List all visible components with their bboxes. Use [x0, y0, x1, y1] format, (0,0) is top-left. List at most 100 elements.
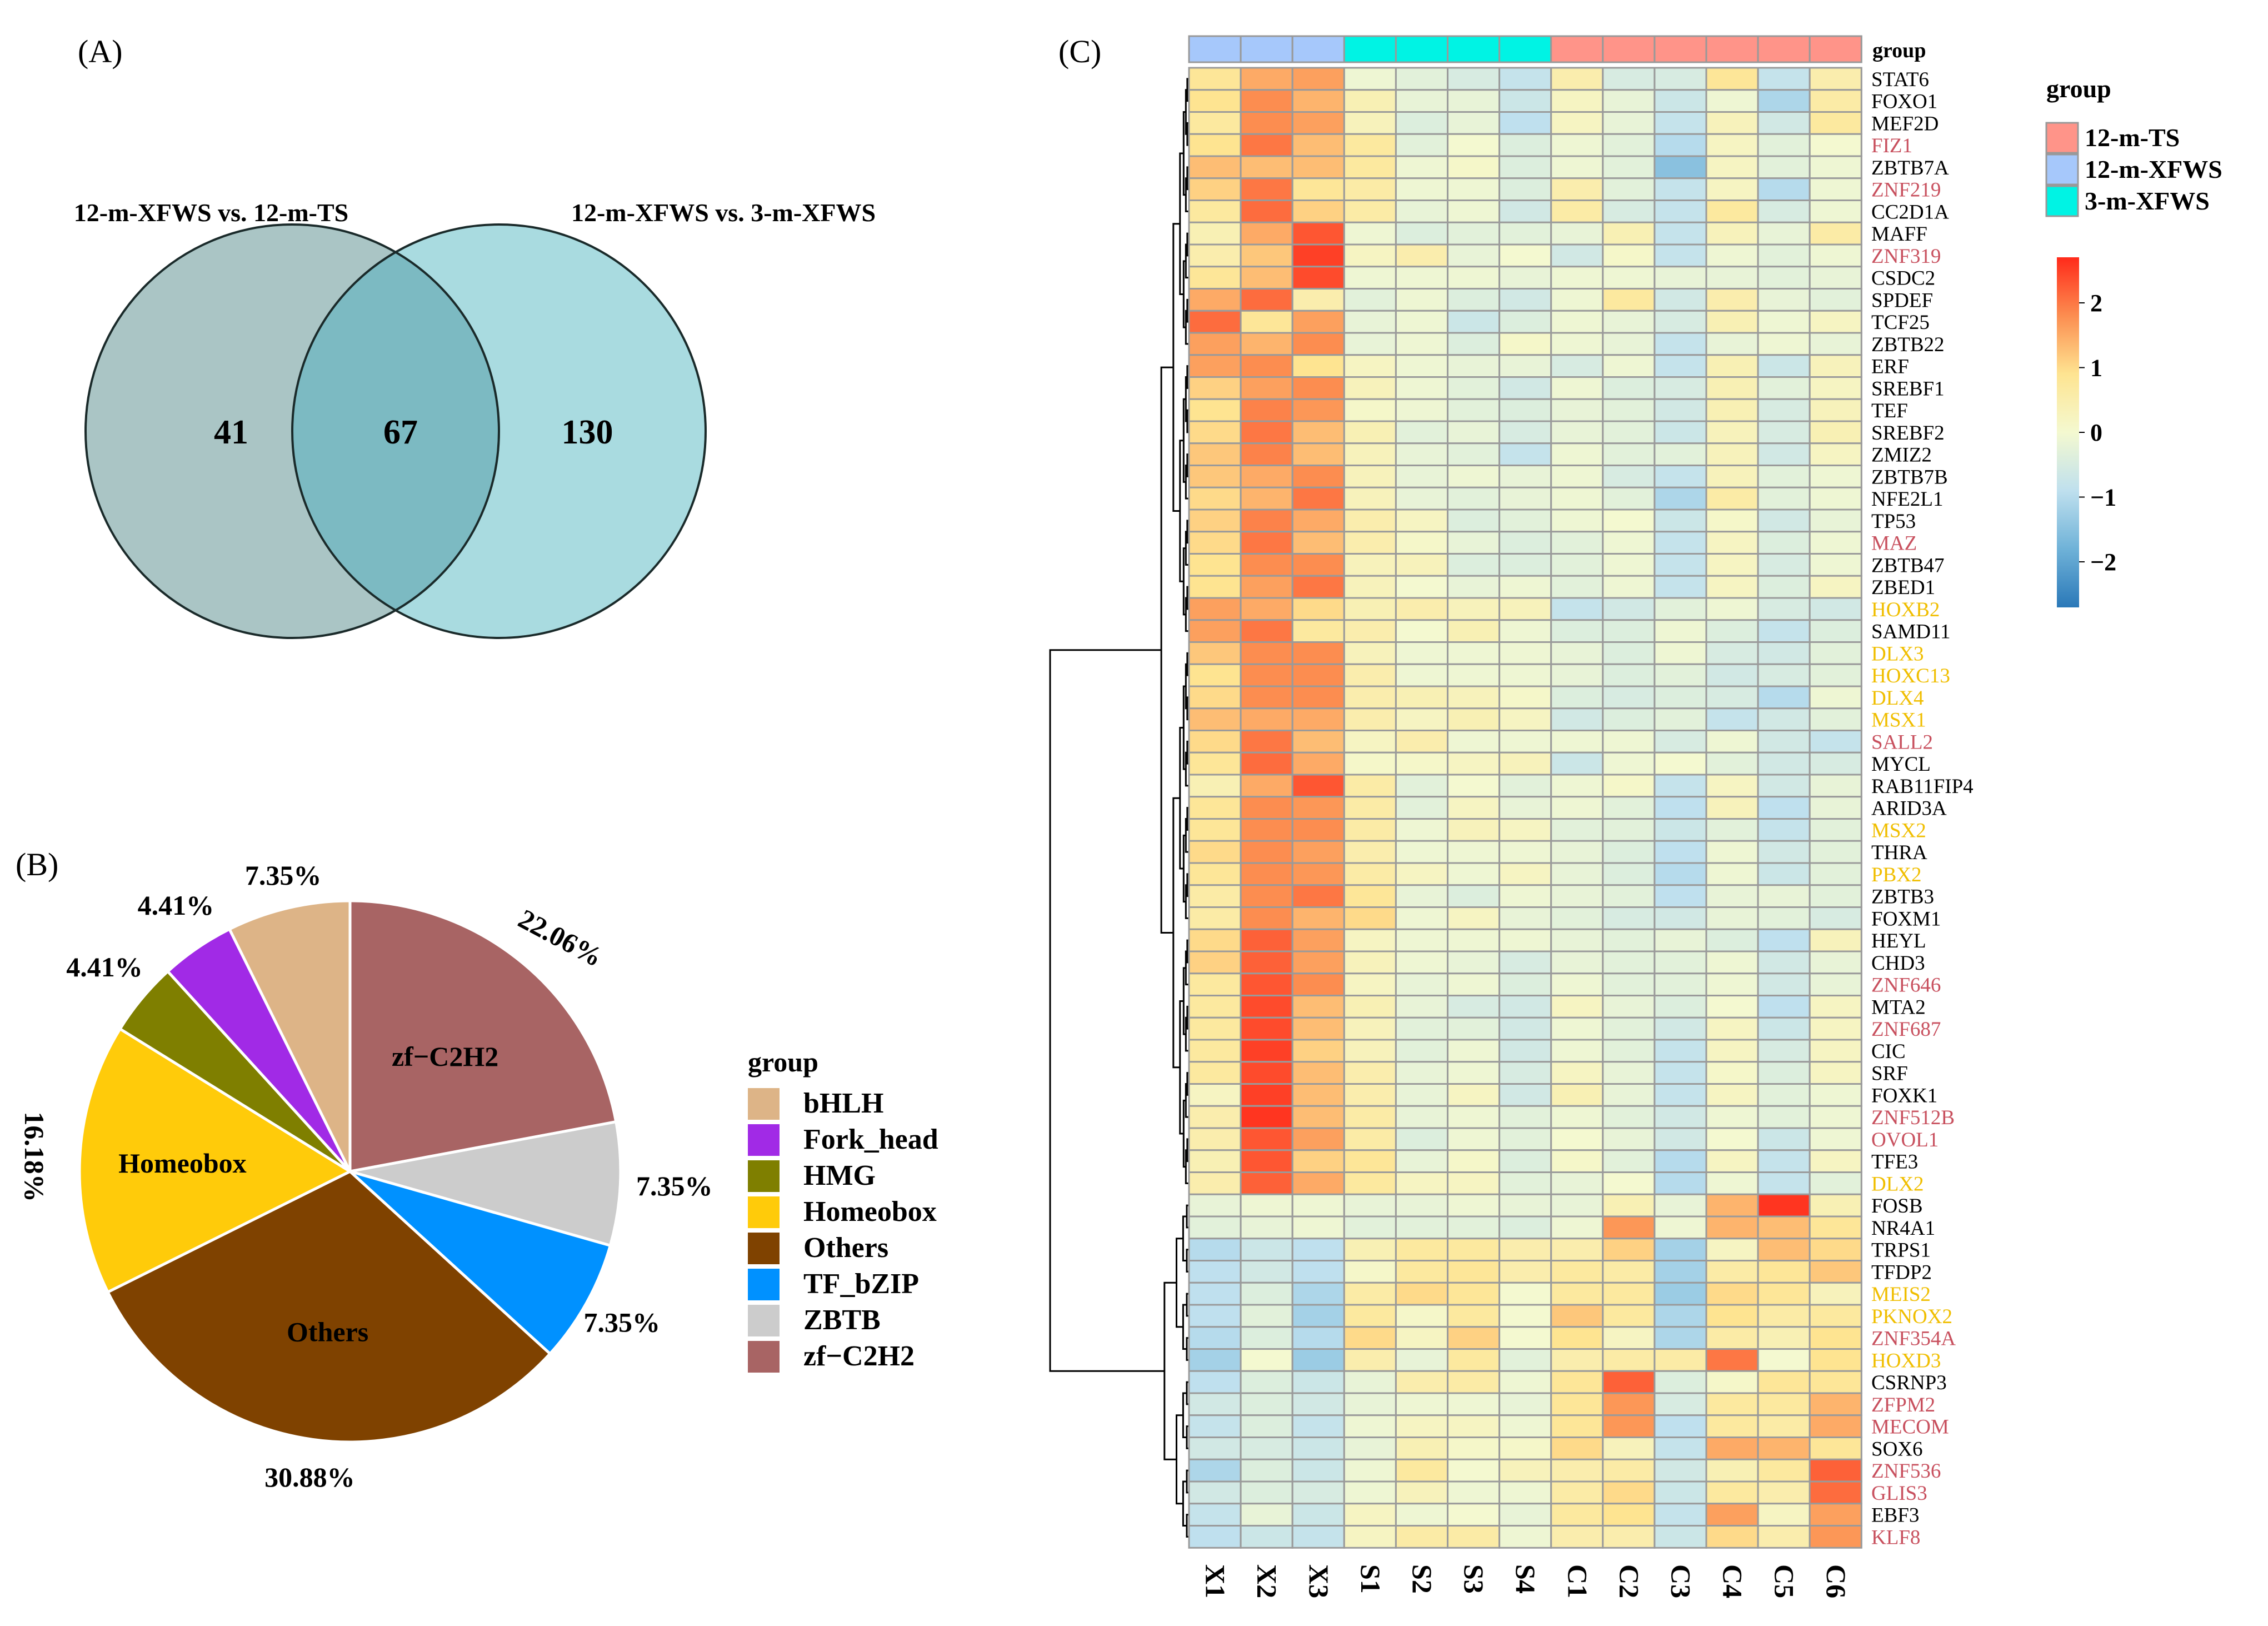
row-label: GLIS3: [1871, 1482, 1927, 1505]
heatmap-cell: [1653, 1238, 1707, 1261]
row-label: TEF: [1871, 400, 1908, 422]
heatmap-cell: [1705, 884, 1759, 908]
heatmap-cell: [1705, 67, 1759, 91]
pie-percent-label: 30.88%: [264, 1462, 355, 1493]
heatmap-cell: [1809, 398, 1862, 422]
heatmap-cell: [1653, 1392, 1707, 1416]
heatmap-cell: [1757, 1039, 1811, 1063]
heatmap-cell: [1343, 995, 1397, 1019]
heatmap-cell: [1653, 928, 1707, 952]
heatmap-cell: [1395, 1414, 1448, 1438]
heatmap-cell: [1809, 310, 1862, 334]
dendrogram-branch: [1185, 751, 1189, 787]
heatmap-cell: [1653, 972, 1707, 996]
legend-label: zf−C2H2: [803, 1340, 915, 1372]
group-legend-title: group: [2046, 74, 2111, 103]
heatmap-cell: [1395, 906, 1448, 930]
heatmap-cell: [1602, 1149, 1656, 1173]
heatmap-cell: [1291, 1260, 1345, 1284]
heatmap-cell: [1809, 1437, 1862, 1460]
heatmap-cell: [1447, 1370, 1501, 1394]
heatmap-cell: [1809, 354, 1862, 378]
heatmap-cell: [1550, 486, 1604, 511]
heatmap-cell: [1343, 818, 1397, 842]
heatmap-cell: [1188, 288, 1242, 312]
heatmap-cell: [1602, 818, 1656, 842]
legend-label: HMG: [803, 1160, 876, 1191]
heatmap-cell: [1705, 862, 1759, 886]
group-legend-swatch: [2045, 185, 2079, 217]
heatmap-cell: [1809, 751, 1862, 776]
heatmap-cell: [1550, 818, 1604, 842]
row-label: MYCL: [1871, 753, 1931, 776]
heatmap-cell: [1809, 553, 1862, 577]
heatmap-cell: [1291, 1105, 1345, 1129]
heatmap-cell: [1291, 972, 1345, 996]
dendrogram-branch: [1172, 797, 1180, 1069]
heatmap-cell: [1705, 751, 1759, 776]
heatmap-cell: [1757, 774, 1811, 798]
heatmap-cell: [1653, 1061, 1707, 1085]
heatmap-cell: [1550, 89, 1604, 113]
dendrogram-branch: [1182, 398, 1186, 483]
heatmap-cell: [1550, 1171, 1604, 1195]
legend-label: TF_bZIP: [803, 1268, 919, 1300]
dendrogram-branch: [1182, 1392, 1187, 1438]
heatmap-cell: [1395, 774, 1448, 798]
heatmap-cell: [1705, 1414, 1759, 1438]
heatmap-cell: [1809, 1149, 1862, 1173]
venn-right-count: 130: [562, 413, 613, 451]
heatmap-cell: [1653, 199, 1707, 223]
heatmap-cell: [1498, 884, 1552, 908]
heatmap-cell: [1602, 1370, 1656, 1394]
heatmap-cell: [1291, 575, 1345, 599]
heatmap-cell: [1188, 950, 1242, 975]
heatmap-cell: [1395, 1503, 1448, 1527]
heatmap-cell: [1550, 1437, 1604, 1460]
heatmap-cell: [1757, 751, 1811, 776]
heatmap-cell: [1602, 465, 1656, 488]
heatmap-cell: [1447, 1238, 1501, 1261]
heatmap-cell: [1550, 597, 1604, 621]
heatmap-cell: [1188, 553, 1242, 577]
heatmap-cell: [1240, 243, 1293, 268]
venn-intersection: [292, 225, 499, 638]
heatmap-cell: [1343, 1437, 1397, 1460]
row-label: FOXO1: [1871, 91, 1937, 113]
heatmap-cell: [1343, 155, 1397, 179]
heatmap-cell: [1653, 177, 1707, 201]
heatmap-cell: [1291, 243, 1345, 268]
heatmap-cell: [1447, 1260, 1501, 1284]
heatmap-cell: [1498, 575, 1552, 599]
heatmap-cell: [1498, 774, 1552, 798]
heatmap-cell: [1653, 619, 1707, 643]
heatmap-cell: [1602, 67, 1656, 91]
row-label: PBX2: [1871, 864, 1921, 886]
dendrogram-branch: [1186, 520, 1189, 544]
heatmap-cell: [1809, 420, 1862, 445]
heatmap-cell: [1602, 1260, 1656, 1284]
heatmap-cell: [1240, 685, 1293, 710]
heatmap-cell: [1602, 1105, 1656, 1129]
heatmap-cell: [1809, 266, 1862, 290]
pie-slice-tf-bzip: [349, 1170, 612, 1356]
heatmap-cell: [1550, 1304, 1604, 1328]
row-label: DLX4: [1871, 687, 1924, 710]
heatmap-cell: [1188, 796, 1242, 820]
heatmap-cell: [1809, 818, 1862, 842]
heatmap-cell: [1395, 1260, 1448, 1284]
legend-swatch: [748, 1269, 780, 1300]
heatmap-cell: [1653, 376, 1707, 400]
heatmap-cell: [1188, 376, 1242, 400]
heatmap-cell: [1343, 1414, 1397, 1438]
heatmap-cell: [1188, 243, 1242, 268]
heatmap-cell: [1602, 1348, 1656, 1372]
heatmap-cell: [1291, 1171, 1345, 1195]
heatmap-cell: [1291, 486, 1345, 511]
heatmap-cell: [1447, 266, 1501, 290]
row-label: CC2D1A: [1871, 201, 1949, 223]
heatmap-cell: [1395, 155, 1448, 179]
heatmap-cell: [1498, 398, 1552, 422]
heatmap-cell: [1705, 177, 1759, 201]
dendrogram-branch: [1185, 531, 1189, 566]
